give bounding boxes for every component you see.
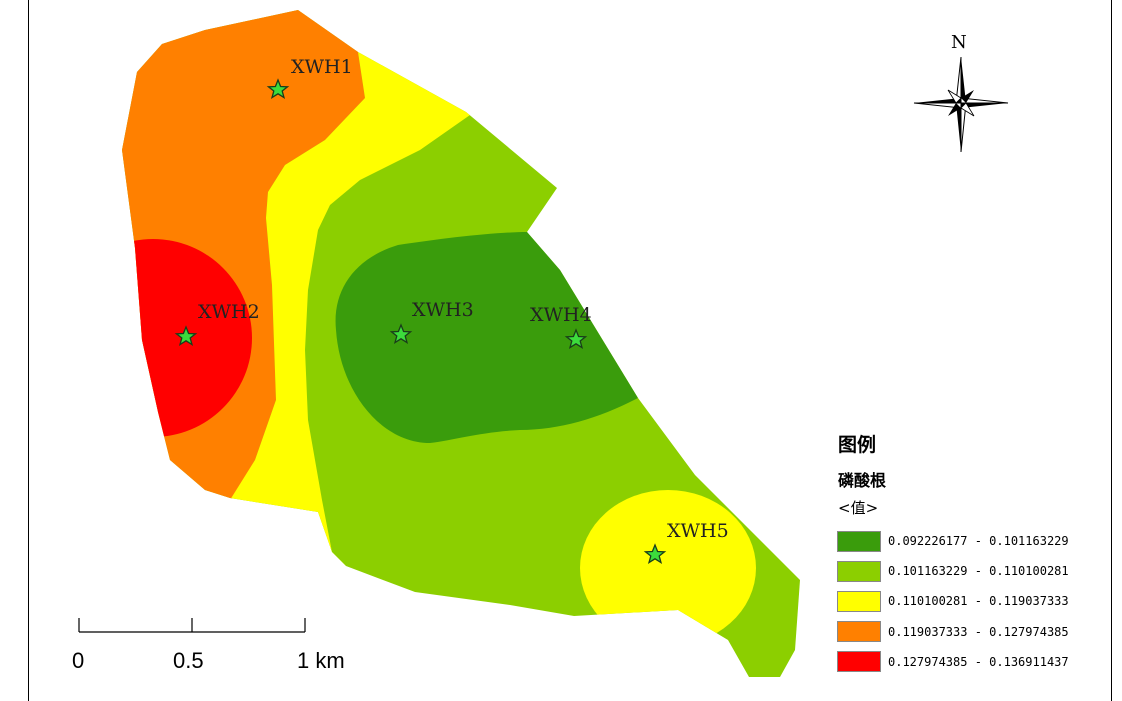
scale-label-half: 0.5 — [173, 648, 204, 673]
site-label-xwh3: XWH3 — [412, 299, 474, 321]
site-label-xwh1: XWH1 — [291, 56, 353, 78]
zone-class-5 — [122, 239, 252, 437]
zone-class-3 — [230, 10, 500, 600]
scale-bar: 0 0.5 1 km — [68, 612, 368, 682]
site-xwh1[interactable]: XWH1 — [266, 56, 353, 100]
site-marker-star-icon — [643, 543, 667, 565]
legend-range-label: 0.110100281 - 0.119037333 — [888, 594, 1069, 609]
north-arrow-letter: N — [951, 32, 967, 53]
legend-class-2: 0.101163229 - 0.110100281 — [837, 556, 1122, 586]
legend: 图例 磷酸根 <值> 0.092226177 - 0.101163229 0.1… — [837, 430, 1122, 677]
site-label-xwh4: XWH4 — [530, 304, 592, 326]
site-marker-star-icon — [174, 325, 198, 347]
legend-swatch — [837, 651, 881, 673]
legend-swatch — [837, 590, 881, 612]
legend-layer-name: 磷酸根 — [838, 471, 887, 490]
legend-swatch — [837, 621, 881, 643]
legend-swatch — [837, 530, 881, 552]
legend-field-name: <值> — [838, 499, 879, 517]
sample-sites: XWH1 XWH2 XWH3 XWH4 XWH5 — [174, 56, 729, 565]
site-label-xwh2: XWH2 — [198, 301, 260, 323]
legend-class-4: 0.119037333 - 0.127974385 — [837, 617, 1122, 647]
map-frame-right-border — [1111, 0, 1112, 701]
compass-rose-icon — [913, 56, 1009, 153]
concentration-zones — [122, 10, 800, 677]
legend-range-label: 0.119037333 - 0.127974385 — [888, 624, 1069, 639]
zone-class-1 — [335, 232, 638, 443]
site-marker-star-icon — [266, 78, 290, 100]
site-xwh5[interactable]: XWH5 — [643, 520, 729, 565]
scale-bar-line — [78, 618, 306, 633]
site-marker-star-icon — [389, 323, 413, 345]
site-marker-star-icon — [564, 328, 588, 350]
scale-label-0: 0 — [72, 648, 85, 673]
zone-class-3-east — [580, 490, 756, 646]
site-label-xwh5: XWH5 — [667, 520, 729, 542]
legend-class-5: 0.127974385 - 0.136911437 — [837, 647, 1122, 677]
site-xwh4[interactable]: XWH4 — [530, 304, 592, 350]
legend-class-1: 0.092226177 - 0.101163229 — [837, 526, 1122, 556]
legend-range-label: 0.127974385 - 0.136911437 — [888, 654, 1069, 669]
legend-range-label: 0.101163229 - 0.110100281 — [888, 564, 1069, 579]
site-xwh2[interactable]: XWH2 — [174, 301, 260, 347]
north-arrow: N — [913, 32, 1009, 153]
map-frame-left-border — [28, 0, 29, 701]
legend-class-3: 0.110100281 - 0.119037333 — [837, 586, 1122, 616]
site-xwh3[interactable]: XWH3 — [389, 299, 474, 345]
legend-swatch — [837, 560, 881, 582]
legend-range-label: 0.092226177 - 0.101163229 — [888, 534, 1069, 549]
scale-label-1km: 1 km — [297, 648, 345, 673]
legend-title: 图例 — [838, 434, 877, 456]
